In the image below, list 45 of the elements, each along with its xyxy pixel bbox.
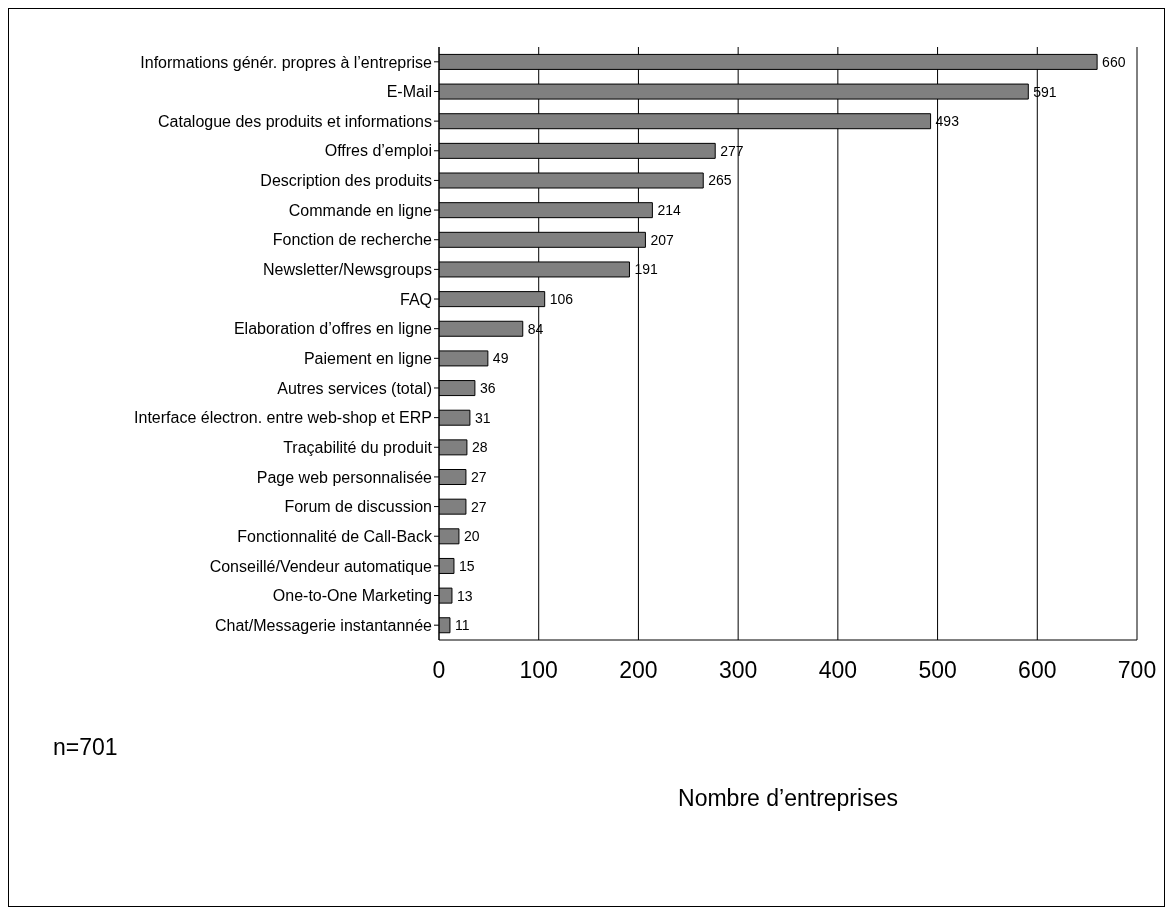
y-tick-label: Paiement en ligne — [303, 350, 433, 368]
y-tick-label: Fonction de recherche — [272, 231, 433, 249]
data-label: 31 — [474, 409, 491, 426]
data-label: 265 — [708, 172, 732, 189]
y-tick-label: Catalogue des produits et informations — [158, 112, 432, 130]
x-tick-label: 200 — [619, 657, 658, 684]
y-tick-label: Conseillé/Vendeur automatique — [209, 557, 433, 575]
y-tick-label: Commande en ligne — [288, 201, 433, 219]
data-label: 11 — [454, 617, 470, 634]
x-tick-label: 300 — [718, 657, 758, 684]
y-tick-label: FAQ — [399, 290, 432, 308]
y-tick-label: Interface électron. entre web-shop et ERP — [134, 409, 432, 427]
data-label: 13 — [456, 587, 473, 604]
data-label: 207 — [650, 231, 674, 248]
data-label: 28 — [471, 439, 488, 456]
text: n=701 — [53, 734, 118, 761]
data-label: 106 — [549, 291, 574, 308]
data-label: 15 — [458, 557, 475, 574]
y-tick-label: One-to-One Marketing — [272, 587, 432, 605]
y-tick-label: Chat/Messagerie instantannée — [214, 616, 433, 634]
data-label: 49 — [492, 350, 509, 367]
x-tick-label: 400 — [818, 657, 858, 684]
x-tick-label: 500 — [918, 657, 957, 684]
x-tick-label: 700 — [1117, 657, 1157, 684]
y-tick-label: Newsletter/Newsgroups — [263, 261, 432, 279]
data-label: 660 — [1102, 53, 1126, 70]
x-tick-label: 600 — [1018, 657, 1057, 684]
y-tick-label: Description des produits — [260, 172, 432, 190]
data-label: 36 — [479, 380, 496, 397]
y-tick-label: Page web personnalisée — [256, 468, 433, 486]
x-tick-label: 0 — [432, 657, 446, 684]
data-label: 27 — [470, 468, 487, 485]
y-tick-label: Informations génér. propres à l’entreprise — [140, 53, 433, 71]
y-tick-label: Traçabilité du produit — [283, 438, 433, 456]
x-tick-label: 100 — [519, 657, 558, 684]
x-axis-title: Nombre d’entreprises — [678, 785, 898, 812]
data-label: 20 — [463, 528, 480, 545]
y-tick-label: E-Mail — [386, 83, 432, 101]
y-tick-label: Autres services (total) — [277, 379, 432, 397]
y-tick-label: Elaboration d’offres en ligne — [233, 320, 433, 338]
y-tick-label: Offres d’emploi — [324, 142, 432, 160]
y-tick-label: Fonctionnalité de Call-Back — [237, 527, 433, 545]
data-label: 214 — [657, 202, 681, 219]
y-tick-label: Forum de discussion — [284, 498, 432, 516]
data-label: 27 — [470, 498, 487, 515]
